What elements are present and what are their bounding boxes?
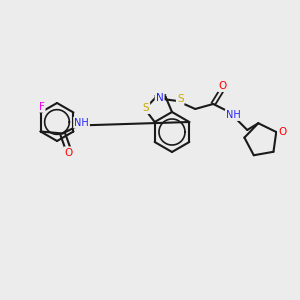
Text: NH: NH (74, 118, 89, 128)
Text: O: O (278, 127, 286, 137)
Text: O: O (218, 81, 226, 91)
Text: S: S (142, 103, 149, 113)
Text: F: F (39, 101, 44, 112)
Text: O: O (64, 148, 73, 158)
Text: S: S (177, 94, 184, 104)
Text: NH: NH (226, 110, 241, 120)
Text: N: N (156, 93, 164, 103)
